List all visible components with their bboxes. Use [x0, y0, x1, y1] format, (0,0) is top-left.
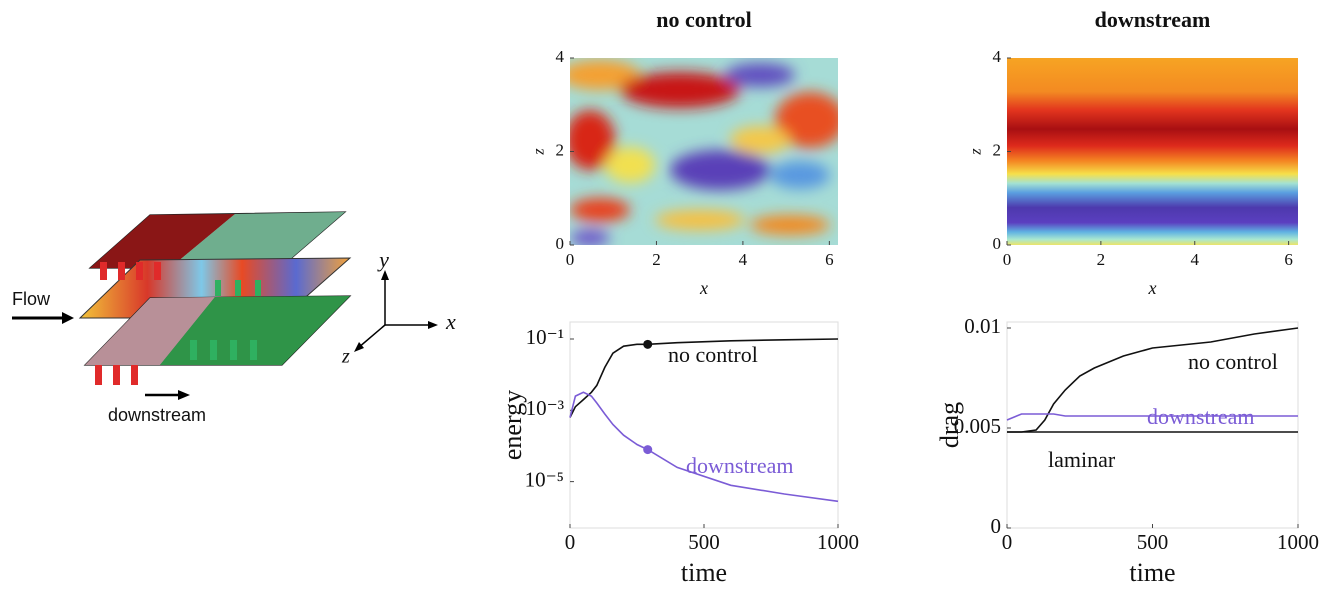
series-line [569, 391, 839, 503]
y-axis-label: z [968, 148, 985, 156]
y-tick-label: 4 [993, 47, 1002, 66]
x-tick-label: 0 [1002, 530, 1013, 554]
series-label: laminar [1048, 447, 1116, 472]
series-label: no control [668, 342, 758, 367]
flow-label: Flow [12, 289, 51, 309]
y-tick-label: 2 [993, 140, 1002, 159]
x-tick-label: 4 [1190, 250, 1199, 269]
x-tick-label: 500 [688, 530, 720, 554]
y-tick-label: 10⁻⁵ [525, 467, 564, 491]
chart-title: downstream [1095, 7, 1211, 32]
x-tick-label: 1000 [817, 530, 859, 554]
y-tick-label: 0.01 [964, 314, 1001, 338]
y-tick-label: 0 [993, 234, 1002, 253]
y-tick-label: 0 [991, 514, 1002, 538]
x-tick-label: 2 [652, 250, 661, 269]
y-tick-label: 0.005 [954, 414, 1001, 438]
x-tick-label: 4 [739, 250, 748, 269]
series-line [1007, 327, 1299, 433]
control-label: downstream [108, 405, 206, 425]
y-tick-label: 4 [556, 47, 565, 66]
axis-label: y [377, 247, 389, 272]
x-tick-label: 500 [1137, 530, 1169, 554]
x-tick-label: 1000 [1277, 530, 1319, 554]
series-line [1006, 413, 1298, 421]
axis-label: z [341, 346, 350, 368]
y-axis-label: z [531, 148, 548, 156]
x-axis-label: time [1129, 558, 1175, 587]
x-tick-label: 0 [1003, 250, 1012, 269]
series-label: downstream [1147, 404, 1255, 429]
y-tick-label: 10⁻³ [526, 396, 564, 420]
x-tick-label: 6 [1284, 250, 1293, 269]
x-tick-label: 0 [565, 530, 576, 554]
x-tick-label: 6 [825, 250, 834, 269]
series-line [569, 338, 839, 418]
marker [643, 339, 653, 349]
chart-title: no control [656, 7, 752, 32]
series-label: no control [1188, 349, 1278, 374]
x-axis-label: x [699, 278, 708, 298]
x-tick-label: 0 [566, 250, 575, 269]
y-axis-label: energy [498, 390, 527, 460]
heatmap-image [570, 58, 838, 245]
heatmap-image [1007, 58, 1298, 245]
schematic [12, 211, 438, 400]
y-tick-label: 10⁻¹ [526, 325, 564, 349]
series-label: downstream [686, 453, 794, 478]
y-tick-label: 0 [556, 234, 565, 253]
marker [643, 445, 653, 455]
y-tick-label: 2 [556, 140, 565, 159]
x-axis-label: time [681, 558, 727, 587]
y-axis-label: drag [935, 402, 964, 448]
x-tick-label: 2 [1097, 250, 1106, 269]
axis-label: x [445, 309, 456, 334]
x-axis-label: x [1148, 278, 1157, 298]
